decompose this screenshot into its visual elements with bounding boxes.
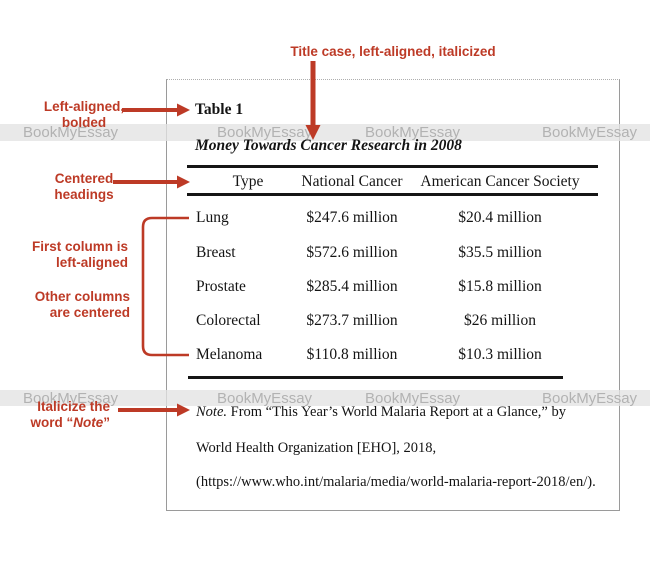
note-line-1: Note. From “This Year’s World Malaria Re… [196, 403, 566, 421]
table-cell: $35.5 million [458, 244, 542, 261]
annotation-line: Centered [54, 171, 114, 186]
table-cell: $26 million [464, 312, 536, 329]
watermark-band-bottom: BookMyEssay BookMyEssay BookMyEssay Book… [0, 390, 650, 407]
table-cell: $10.3 million [458, 346, 542, 363]
table-cell: $273.7 million [306, 312, 398, 329]
table-cell: $285.4 million [306, 278, 398, 295]
annotation-first-column: First column is left-aligned [28, 239, 128, 271]
document-box [166, 79, 620, 511]
table-label: Table 1 [195, 101, 244, 118]
table-cell: Prostate [196, 278, 246, 295]
annotation-centered-headings: Centered headings [38, 171, 130, 203]
column-header-american-cancer-society: American Cancer Society [420, 173, 580, 190]
watermark-text: BookMyEssay [365, 390, 461, 407]
table-cell: Lung [196, 209, 229, 226]
annotation-line: left-aligned [55, 255, 128, 270]
table-cell: $15.8 million [458, 278, 542, 295]
table-top-rule [187, 165, 598, 168]
annotation-line: bolded [61, 115, 107, 130]
column-header-type: Type [232, 173, 264, 190]
watermark-text: BookMyEssay [23, 124, 119, 141]
table-cell: Melanoma [196, 346, 263, 363]
annotation-left-aligned-bolded: Left-aligned, bolded [38, 99, 130, 131]
watermark-text: BookMyEssay [23, 390, 119, 407]
annotation-other-columns: Other columns are centered [28, 289, 130, 321]
annotation-line: Italicize the [37, 399, 110, 414]
annotation-line: are centered [49, 305, 130, 320]
watermark-band-top: BookMyEssay BookMyEssay BookMyEssay Book… [0, 124, 650, 141]
table-cell: Breast [196, 244, 236, 261]
annotation-title-case: Title case, left-aligned, italicized [290, 44, 496, 59]
annotation-italicize-note: Italicize the word “Note” [20, 399, 111, 431]
watermark-text: BookMyEssay [542, 390, 638, 407]
annotation-line: word “Note” [30, 415, 111, 430]
table-cell: Colorectal [196, 312, 261, 329]
watermark-text: BookMyEssay [217, 124, 313, 141]
watermark-text: BookMyEssay [365, 124, 461, 141]
column-header-national-cancer: National Cancer [301, 173, 403, 190]
annotation-line: headings [54, 187, 114, 202]
note-line-2: World Health Organization [EHO], 2018, [196, 440, 437, 456]
annotation-line: Left-aligned, [43, 99, 125, 114]
table-cell: $20.4 million [458, 209, 542, 226]
watermark-text: BookMyEssay [542, 124, 638, 141]
table-cell: $572.6 million [306, 244, 398, 261]
table-title: Money Towards Cancer Research in 2008 [195, 137, 462, 154]
annotation-line: Other columns [34, 289, 130, 304]
table-cell: $247.6 million [306, 209, 398, 226]
annotation-line: First column is [31, 239, 128, 254]
table-cell: $110.8 million [306, 346, 398, 363]
table-header-rule [187, 193, 598, 196]
table-bottom-rule [188, 376, 563, 379]
note-label: Note. [196, 404, 228, 420]
note-line-3: (https://www.who.int/malaria/media/world… [196, 474, 596, 490]
watermark-text: BookMyEssay [217, 390, 313, 407]
note-line-1-text: From “This Year’s World Malaria Report a… [227, 404, 566, 420]
